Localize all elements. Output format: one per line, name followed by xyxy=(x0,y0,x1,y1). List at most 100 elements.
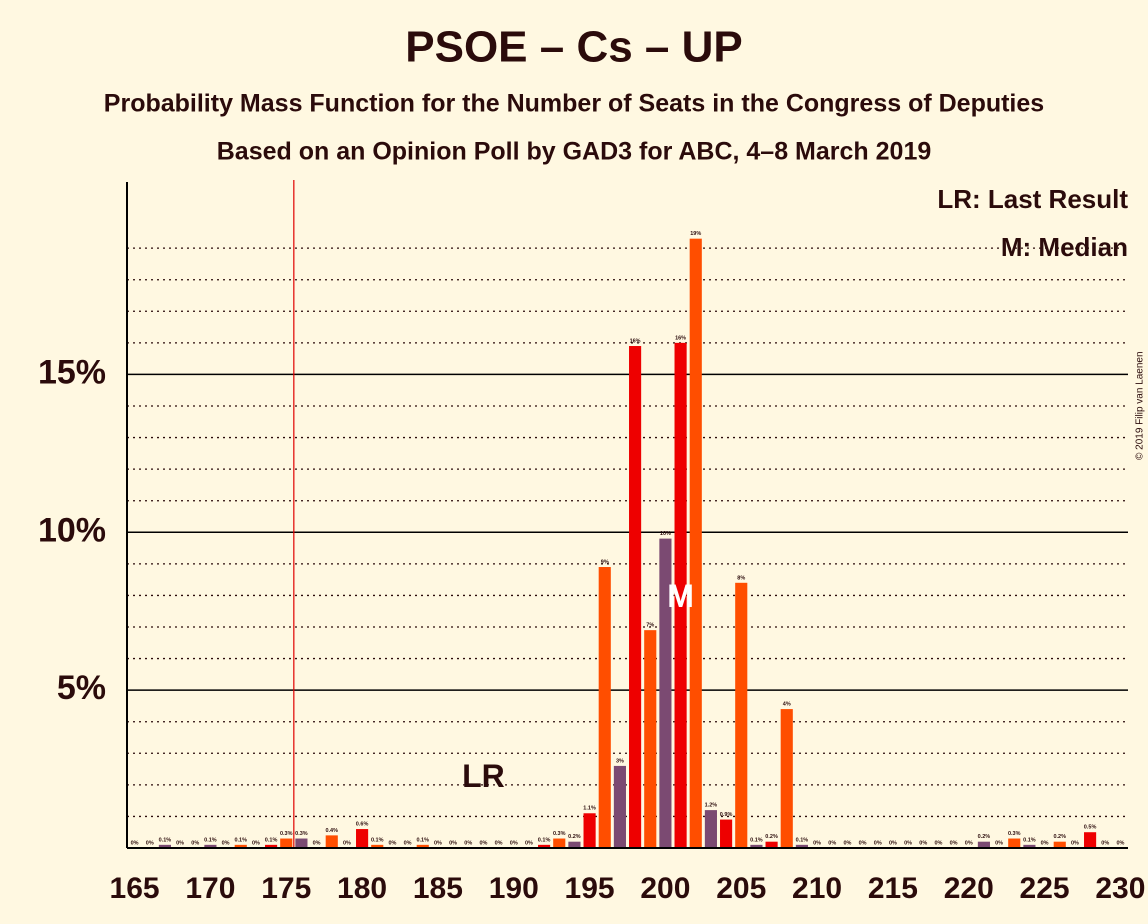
data-label: 7% xyxy=(646,623,654,629)
annotation: LR xyxy=(462,758,505,794)
data-label: 0% xyxy=(1071,840,1079,846)
x-tick-label: 180 xyxy=(337,872,387,905)
data-label: 0% xyxy=(479,840,487,846)
bar xyxy=(704,810,717,848)
x-tick-label: 165 xyxy=(110,872,160,905)
data-label: 9% xyxy=(601,559,609,565)
data-label: 0% xyxy=(995,840,1003,846)
data-label: 0% xyxy=(1116,840,1124,846)
bar xyxy=(644,630,657,848)
data-label: 0.1% xyxy=(159,837,172,843)
chart-subtitle: Based on an Opinion Poll by GAD3 for ABC… xyxy=(217,138,932,166)
data-label: 0.1% xyxy=(234,837,247,843)
x-tick-label: 220 xyxy=(944,872,994,905)
data-label: 0% xyxy=(404,840,412,846)
data-label: 0.3% xyxy=(553,831,566,837)
y-tick-label: 15% xyxy=(38,353,106,391)
bar xyxy=(158,844,171,848)
bar xyxy=(538,844,551,848)
bar xyxy=(1084,832,1097,848)
data-label: 0% xyxy=(176,840,184,846)
data-label: 0% xyxy=(252,840,260,846)
bar xyxy=(598,567,611,848)
bar xyxy=(583,813,596,848)
data-label: 0% xyxy=(131,840,139,846)
data-label: 1.1% xyxy=(583,806,596,812)
data-label: 0% xyxy=(1101,840,1109,846)
bar xyxy=(416,844,429,848)
data-label: 0% xyxy=(1041,840,1049,846)
data-label: 0% xyxy=(889,840,897,846)
bar xyxy=(659,538,672,848)
data-label: 0% xyxy=(859,840,867,846)
data-label: 0% xyxy=(343,840,351,846)
data-label: 0% xyxy=(464,840,472,846)
data-label: 0.6% xyxy=(356,822,369,828)
data-label: 0.3% xyxy=(1008,831,1021,837)
x-tick-label: 210 xyxy=(792,872,842,905)
data-label: 16% xyxy=(630,338,641,344)
x-tick-label: 205 xyxy=(716,872,766,905)
bar xyxy=(204,844,217,848)
bar xyxy=(356,829,369,848)
data-label: 0% xyxy=(222,840,230,846)
copyright: © 2019 Filip van Laenen xyxy=(1135,351,1146,460)
x-tick-label: 185 xyxy=(413,872,463,905)
data-label: 0% xyxy=(191,840,199,846)
data-label: 0.1% xyxy=(416,837,429,843)
y-tick-label: 5% xyxy=(57,669,106,707)
legend-entry: LR: Last Result xyxy=(937,184,1128,214)
bar xyxy=(613,765,626,848)
data-label: 0.4% xyxy=(325,828,338,834)
bar xyxy=(750,844,763,848)
data-label: 0.3% xyxy=(280,831,293,837)
data-label: 1.2% xyxy=(705,803,718,809)
data-label: 0% xyxy=(874,840,882,846)
data-label: 16% xyxy=(675,335,686,341)
bar xyxy=(795,844,808,848)
data-label: 0.1% xyxy=(1023,837,1036,843)
x-tick-label: 190 xyxy=(489,872,539,905)
data-label: 0% xyxy=(449,840,457,846)
data-label: 0.2% xyxy=(1053,834,1066,840)
bar xyxy=(674,342,687,848)
data-label: 0.1% xyxy=(265,837,278,843)
x-tick-label: 215 xyxy=(868,872,918,905)
data-label: 0.3% xyxy=(295,831,308,837)
data-label: 0% xyxy=(510,840,518,846)
data-label: 0.2% xyxy=(765,834,778,840)
data-label: 0% xyxy=(828,840,836,846)
data-label: 0.1% xyxy=(750,837,763,843)
bar xyxy=(568,841,581,848)
data-label: 0% xyxy=(950,840,958,846)
bar xyxy=(234,844,247,848)
data-label: 0% xyxy=(525,840,533,846)
data-label: 3% xyxy=(616,758,624,764)
data-label: 4% xyxy=(783,702,791,708)
bar xyxy=(629,346,642,848)
data-label: 0.1% xyxy=(538,837,551,843)
x-tick-label: 225 xyxy=(1020,872,1070,905)
bar xyxy=(780,709,793,848)
data-label: 0% xyxy=(843,840,851,846)
bar xyxy=(1053,841,1066,848)
data-label: 0% xyxy=(146,840,154,846)
x-tick-label: 195 xyxy=(565,872,615,905)
x-tick-label: 230 xyxy=(1095,872,1145,905)
data-label: 0% xyxy=(434,840,442,846)
bar xyxy=(689,238,702,848)
bar xyxy=(325,835,338,848)
bar xyxy=(265,844,278,848)
bar xyxy=(765,841,778,848)
data-label: 0% xyxy=(495,840,503,846)
data-label: 0% xyxy=(313,840,321,846)
annotation: M xyxy=(667,578,694,614)
bar xyxy=(1008,838,1021,848)
chart-subtitle: Probability Mass Function for the Number… xyxy=(104,90,1044,118)
data-label: 0.1% xyxy=(371,837,384,843)
data-label: 8% xyxy=(737,575,745,581)
bar xyxy=(280,838,293,848)
bar xyxy=(977,841,990,848)
